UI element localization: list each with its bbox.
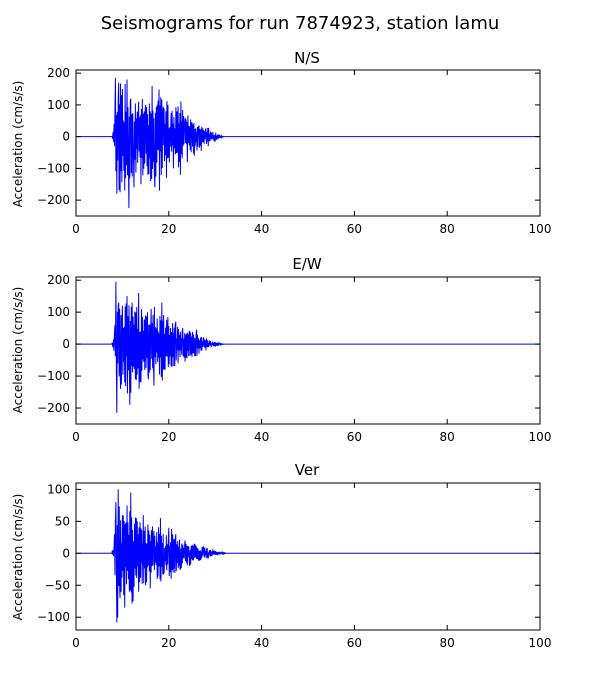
y-tick-label-ew: 200 <box>47 273 70 287</box>
y-tick-label-ns: −200 <box>37 193 70 207</box>
y-tick-label-ns: −100 <box>37 161 70 175</box>
y-tick-label-ew: −100 <box>37 369 70 383</box>
x-tick-label-ver: 80 <box>440 636 455 650</box>
axes-frame-ew <box>75 276 541 425</box>
x-tick-label-ew: 100 <box>529 430 552 444</box>
y-tick-label-ver: 50 <box>55 514 70 528</box>
x-tick-label-ew: 40 <box>254 430 269 444</box>
x-tick-label-ns: 60 <box>347 222 362 236</box>
panel-title-ver: Ver <box>295 461 320 479</box>
y-tick-label-ver: −100 <box>37 610 70 624</box>
x-tick-label-ver: 20 <box>161 636 176 650</box>
y-tick-label-ew: −200 <box>37 401 70 415</box>
y-tick-label-ver: −50 <box>45 578 70 592</box>
x-tick-label-ew: 60 <box>347 430 362 444</box>
axes-frame-ns <box>75 69 541 217</box>
x-tick-label-ew: 20 <box>161 430 176 444</box>
y-tick-label-ew: 100 <box>47 305 70 319</box>
x-tick-label-ver: 0 <box>72 636 80 650</box>
trace-ver <box>76 489 540 623</box>
y-axis-label-ns: Acceleration (cm/s/s) <box>11 81 25 208</box>
y-tick-label-ver: 100 <box>47 482 70 496</box>
trace-ew <box>76 281 540 413</box>
y-tick-label-ns: 100 <box>47 98 70 112</box>
x-tick-label-ns: 100 <box>529 222 552 236</box>
y-axis-label-ver: Acceleration (cm/s/s) <box>11 494 25 621</box>
x-tick-label-ew: 80 <box>440 430 455 444</box>
panel-ew: E/W Acceleration (cm/s/s) 0 20 40 60 80 100 −2… <box>11 255 551 444</box>
x-tick-label-ns: 40 <box>254 222 269 236</box>
axes-frame-ver <box>75 482 541 631</box>
y-tick-label-ns: 200 <box>47 66 70 80</box>
figure-title: Seismograms for run 7874923, station lam… <box>101 13 500 34</box>
y-tick-label-ew: 0 <box>62 337 70 351</box>
x-tick-label-ns: 0 <box>72 222 80 236</box>
y-axis-label-ew: Acceleration (cm/s/s) <box>11 287 25 414</box>
x-tick-label-ver: 100 <box>529 636 552 650</box>
x-tick-label-ns: 20 <box>161 222 176 236</box>
panel-ns: N/S Acceleration (cm/s/s) 0 20 40 60 80 100 −2… <box>11 49 551 236</box>
panel-title-ns: N/S <box>294 49 320 67</box>
x-tick-label-ew: 0 <box>72 430 80 444</box>
panel-ver: Ver Acceleration (cm/s/s) 0 20 40 60 80 100 −1… <box>11 461 551 650</box>
y-tick-label-ver: 0 <box>62 546 70 560</box>
panel-title-ew: E/W <box>292 255 322 273</box>
y-tick-label-ns: 0 <box>62 130 70 144</box>
x-tick-label-ver: 60 <box>347 636 362 650</box>
x-tick-label-ver: 40 <box>254 636 269 650</box>
x-tick-label-ns: 80 <box>440 222 455 236</box>
trace-ns <box>76 77 540 209</box>
